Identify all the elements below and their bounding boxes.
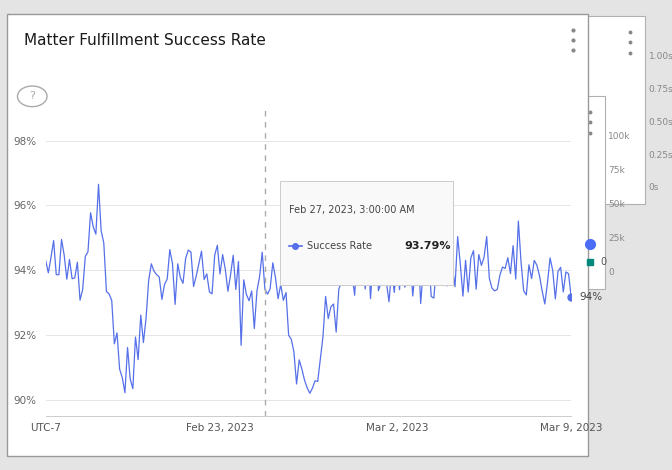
- FancyBboxPatch shape: [71, 96, 605, 289]
- Text: ?: ?: [30, 91, 35, 102]
- Text: 1.00s: 1.00s: [648, 52, 672, 61]
- FancyBboxPatch shape: [7, 14, 588, 456]
- Text: Matter Fulfillment Success Rate: Matter Fulfillment Success Rate: [24, 33, 265, 48]
- Text: 50k: 50k: [608, 200, 625, 209]
- Text: 0: 0: [608, 268, 614, 277]
- Text: 0.25s: 0.25s: [648, 150, 672, 160]
- Text: 75k: 75k: [608, 166, 625, 175]
- Text: 0.75s: 0.75s: [648, 85, 672, 94]
- Text: 25k: 25k: [608, 234, 625, 243]
- Text: Feb 27, 2023, 3:00:00 AM: Feb 27, 2023, 3:00:00 AM: [289, 205, 414, 215]
- Text: 100k: 100k: [608, 132, 630, 141]
- Text: Matter Execution Fulfillment - Device Type Breakdown: Matter Execution Fulfillment - Device Ty…: [87, 115, 448, 128]
- Text: 0: 0: [600, 257, 606, 266]
- Text: 93.79%: 93.79%: [405, 241, 452, 251]
- Text: Mean Matter Fulfillment Latency: Mean Matter Fulfillment Latency: [155, 35, 370, 48]
- FancyBboxPatch shape: [138, 16, 645, 204]
- Text: 94%: 94%: [579, 292, 602, 302]
- Text: 0.50s: 0.50s: [648, 118, 672, 127]
- FancyBboxPatch shape: [280, 181, 453, 285]
- Text: Success Rate: Success Rate: [307, 241, 372, 251]
- Text: 0s: 0s: [648, 183, 659, 193]
